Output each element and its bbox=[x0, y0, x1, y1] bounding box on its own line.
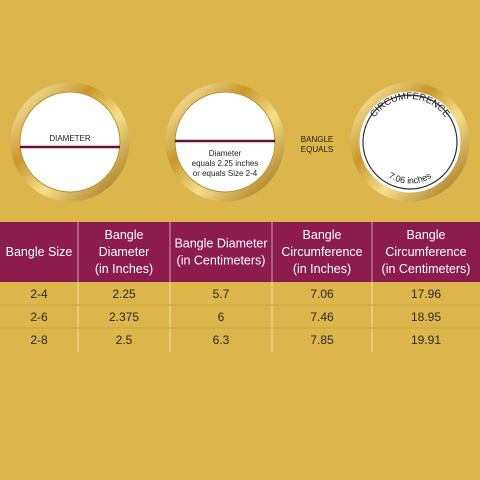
cell: 7.06 bbox=[310, 287, 334, 301]
cell: 17.96 bbox=[411, 287, 441, 301]
header-cell: Bangle bbox=[407, 228, 446, 242]
header-cell: Bangle bbox=[105, 228, 144, 242]
ring-diameter: DIAMETER bbox=[10, 82, 130, 202]
header-cell: Bangle bbox=[303, 228, 342, 242]
header-cell: (in Centimeters) bbox=[382, 262, 471, 276]
cell: 2.375 bbox=[109, 310, 139, 324]
header-cell: (in Centimeters) bbox=[177, 254, 266, 268]
cell: 7.46 bbox=[310, 310, 334, 324]
cell: 6 bbox=[218, 310, 225, 324]
cell: 19.91 bbox=[411, 333, 441, 347]
cell: 7.85 bbox=[310, 333, 334, 347]
equals-line: BANGLE bbox=[301, 135, 333, 144]
cell: 2.5 bbox=[116, 333, 133, 347]
cell: 18.95 bbox=[411, 310, 441, 324]
ring-circumference: CIRCUMFERENCE 7.06 inches bbox=[350, 82, 470, 202]
cell: 6.3 bbox=[213, 333, 230, 347]
diameter-label: DIAMETER bbox=[49, 134, 91, 143]
header-cell: Bangle Diameter bbox=[174, 237, 267, 251]
table: Bangle Size Bangle Diameter (in Inches) Bang… bbox=[0, 222, 480, 352]
header-cell: Circumference bbox=[385, 245, 466, 259]
cell: 5.7 bbox=[213, 287, 230, 301]
circumference-value-text: 7.06 inches bbox=[387, 170, 433, 186]
cell: 2-4 bbox=[30, 287, 48, 301]
cell: 2-8 bbox=[30, 333, 48, 347]
header-cell: Bangle Size bbox=[6, 245, 73, 259]
note-line: equals 2.25 inches bbox=[192, 159, 259, 168]
header-cell: (in Inches) bbox=[95, 262, 153, 276]
header-cell: (in Inches) bbox=[293, 262, 351, 276]
header-cell: Circumference bbox=[281, 245, 362, 259]
circumference-value: 7.06 inches bbox=[387, 170, 433, 186]
table-header bbox=[0, 222, 480, 282]
equals-line: EQUALS bbox=[301, 145, 333, 154]
note-line: Diameter bbox=[209, 149, 242, 158]
note-line: or equals Size 2-4 bbox=[193, 169, 258, 178]
cell: 2.25 bbox=[112, 287, 136, 301]
header-cell: Diameter bbox=[99, 245, 150, 259]
cell: 2-6 bbox=[30, 310, 48, 324]
ring-diameter-note: Diameter equals 2.25 inches or equals Si… bbox=[165, 82, 285, 202]
